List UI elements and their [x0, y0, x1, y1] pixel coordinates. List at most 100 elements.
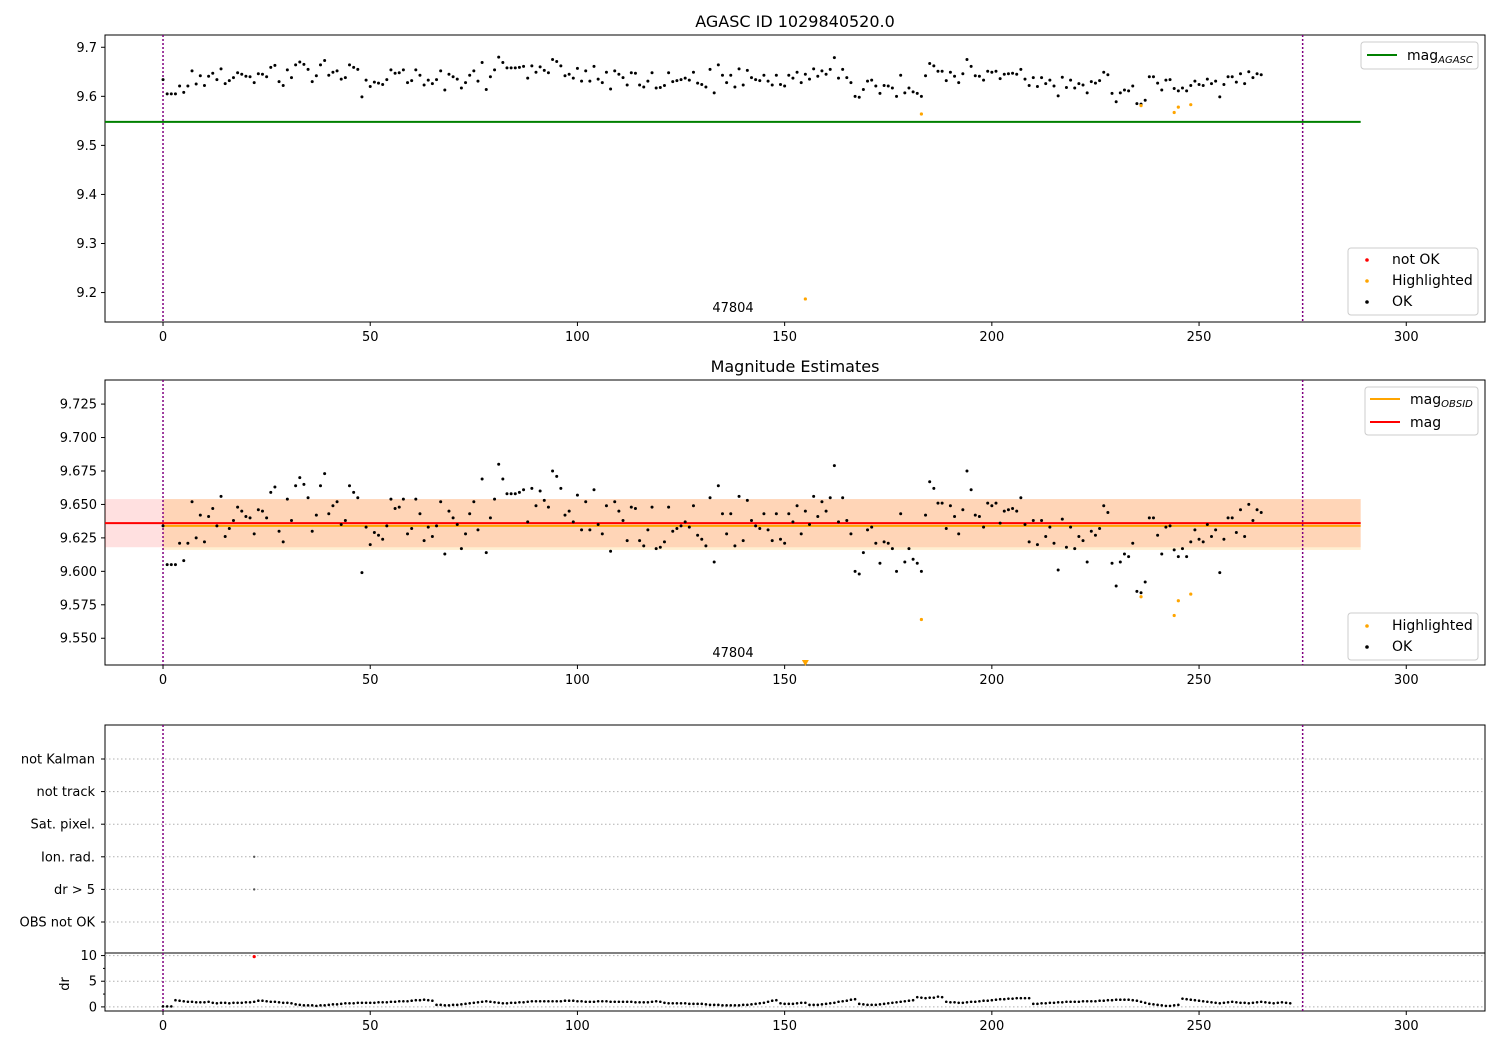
data-point-ok: [658, 85, 662, 89]
dr-point: [306, 1004, 310, 1007]
data-point-ok: [451, 516, 455, 520]
data-point-ok: [1226, 75, 1230, 79]
data-point-ok: [546, 505, 550, 509]
data-point-ok: [704, 544, 708, 548]
data-point-ok: [169, 563, 173, 567]
data-point-ok: [766, 79, 770, 83]
data-point-ok: [924, 513, 928, 517]
dr-point: [194, 1000, 198, 1004]
data-point-ok: [1164, 525, 1168, 529]
data-point-ok: [1011, 506, 1015, 510]
data-point-ok: [1077, 82, 1081, 86]
data-point-ok: [173, 92, 177, 96]
data-point-ok: [621, 518, 625, 522]
x-tick-label: 50: [362, 673, 379, 688]
data-point-ok: [1168, 524, 1172, 528]
y-tick-label: 9.725: [60, 398, 97, 413]
data-point-ok: [169, 92, 173, 96]
dr-point: [526, 1000, 530, 1004]
data-point-ok: [853, 569, 857, 573]
dr-point: [199, 1000, 202, 1004]
dr-point: [613, 1000, 617, 1004]
data-point-ok: [1218, 95, 1222, 99]
dr-point: [1027, 996, 1031, 1000]
data-point-ok: [397, 71, 401, 75]
data-point-ok: [671, 80, 675, 84]
dr-point: [203, 1000, 206, 1004]
data-point-ok: [323, 472, 327, 476]
data-point-ok: [509, 492, 513, 496]
dr-point: [236, 1001, 239, 1005]
data-point-highlighted: [1176, 105, 1180, 109]
data-point-ok: [265, 75, 269, 79]
data-point-ok: [778, 537, 782, 541]
dr-point: [352, 1002, 355, 1005]
data-point-ok: [766, 528, 770, 532]
x-tick-label: 0: [159, 1019, 167, 1034]
data-point-ok: [969, 488, 973, 492]
data-point-ok: [182, 559, 186, 563]
data-point-ok: [1081, 83, 1085, 87]
data-point-ok: [1073, 547, 1077, 551]
dr-point: [385, 1000, 389, 1004]
data-point-ok: [260, 72, 264, 76]
data-point-ok: [592, 488, 596, 492]
data-point-ok: [1189, 540, 1193, 544]
obsid-annotation: 47804: [712, 646, 753, 661]
data-point-ok: [895, 569, 899, 573]
data-point-ok: [1151, 516, 1155, 520]
data-point-ok: [903, 91, 907, 95]
data-point-ok: [654, 547, 658, 551]
data-point-ok: [675, 527, 679, 531]
data-point-ok: [509, 66, 513, 70]
legend-magnitude-lines: magOBSID mag: [1364, 386, 1479, 436]
data-point-ok: [936, 69, 940, 73]
data-point-ok: [567, 509, 571, 513]
data-point-ok: [1002, 72, 1006, 76]
data-point-ok: [298, 476, 302, 480]
data-point-ok: [1189, 84, 1193, 88]
dr-point: [659, 1000, 662, 1004]
data-point-ok: [360, 95, 364, 99]
dr-point: [1197, 999, 1201, 1003]
data-point-ok: [837, 520, 841, 524]
data-point-ok: [633, 506, 637, 510]
data-point-ok: [604, 504, 608, 508]
data-point-ok: [298, 60, 302, 64]
data-point-ok: [957, 532, 961, 536]
data-point-ok: [998, 77, 1002, 81]
y-tick-label: 9.6: [76, 90, 97, 105]
data-point-ok: [190, 69, 194, 73]
y-tick-label: 9.575: [60, 598, 97, 613]
data-point-ok: [600, 532, 604, 536]
data-point-ok: [1209, 535, 1213, 539]
legend-label-ok: OK: [1392, 294, 1413, 310]
legend-label-mag-obsid: magOBSID: [1410, 392, 1473, 410]
data-point-ok: [447, 509, 451, 513]
data-point-ok: [638, 539, 642, 543]
dr-point: [837, 1000, 840, 1004]
data-point-ok: [799, 81, 803, 85]
dr-point: [762, 1001, 766, 1005]
data-point-ok: [493, 68, 497, 72]
data-point-ok: [667, 505, 671, 509]
data-point-highlighted: [1176, 599, 1180, 603]
dr-point: [704, 1003, 708, 1006]
data-point-ok: [1259, 73, 1263, 77]
legend-agasc-line: magAGASC: [1360, 41, 1479, 70]
data-point-ok: [517, 65, 521, 69]
legend-swatch-ok: [1365, 645, 1369, 649]
data-point-ok: [1168, 78, 1172, 82]
data-point-ok: [310, 80, 314, 84]
data-point-ok: [1238, 72, 1242, 76]
y-tick-label: 0: [89, 1000, 97, 1015]
data-point-ok: [472, 500, 476, 504]
data-point-ok: [696, 533, 700, 537]
data-point-ok: [803, 72, 807, 76]
data-point-ok: [1147, 516, 1151, 520]
dr-point: [953, 1000, 956, 1004]
data-point-ok: [1114, 100, 1118, 104]
data-point-ok: [1019, 496, 1023, 500]
dr-point: [1040, 1002, 1043, 1005]
